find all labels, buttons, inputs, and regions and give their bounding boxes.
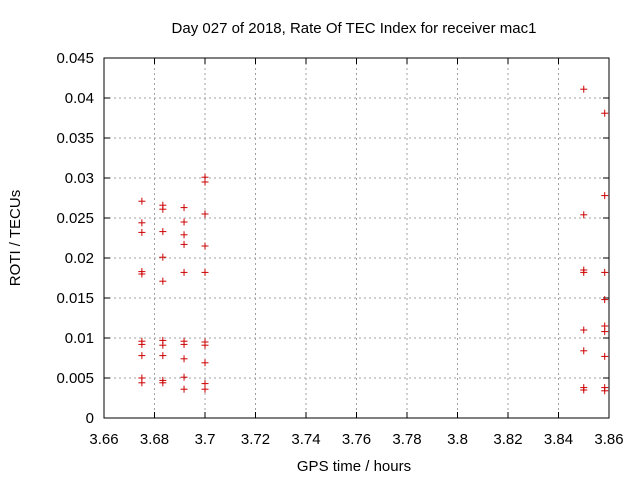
x-tick-labels: 3.66 3.68 3.7 3.72 3.74 3.76 3.78 3.8 3.82 3.84 3.… [89,431,623,448]
x-tick-label: 3.76 [342,431,371,448]
data-point [201,210,209,218]
data-point [138,340,146,348]
y-tick-label: 0.045 [56,50,94,67]
data-point [580,85,588,93]
data-point [180,204,188,212]
data-point [201,359,209,367]
data-point [159,352,167,360]
data-point [580,268,588,276]
data-point [580,347,588,355]
data-point [180,218,188,226]
y-tick-label: 0.04 [65,90,94,107]
data-point [159,341,167,349]
x-tick-label: 3.84 [544,431,573,448]
data-point [601,109,609,117]
x-tick-label: 3.68 [140,431,169,448]
data-point [601,352,609,360]
data-point [138,197,146,205]
data-point [201,242,209,250]
data-point [180,373,188,381]
data-points [138,85,609,395]
data-point [159,277,167,285]
data-point [601,192,609,200]
x-axis-label: GPS time / hours [297,458,411,475]
x-tick-label: 3.8 [447,431,468,448]
axis-ticks [103,57,610,419]
data-point [138,379,146,387]
data-point [580,326,588,334]
x-tick-label: 3.66 [89,431,118,448]
data-point [201,268,209,276]
data-point [159,228,167,236]
x-tick-label: 3.72 [241,431,270,448]
data-point [601,296,609,304]
y-tick-label: 0.035 [56,130,94,147]
y-tick-label: 0.03 [65,170,94,187]
y-tick-label: 0 [86,410,94,427]
y-tick-label: 0.02 [65,250,94,267]
grid-lines [104,58,609,418]
chart-title: Day 027 of 2018, Rate Of TEC Index for r… [172,20,537,37]
data-point [201,341,209,349]
data-point [159,253,167,261]
x-tick-label: 3.78 [392,431,421,448]
data-point [138,352,146,360]
data-point [580,386,588,394]
y-tick-labels: 0 0.005 0.01 0.015 0.02 0.025 0.03 0.035 0.04 0.0… [56,50,94,427]
data-point [138,270,146,278]
data-point [180,240,188,248]
data-point [159,379,167,387]
x-tick-label: 3.86 [594,431,623,448]
data-point [180,231,188,239]
data-point [180,355,188,363]
y-tick-label: 0.01 [65,330,94,347]
data-point [601,268,609,276]
x-tick-label: 3.7 [195,431,216,448]
x-tick-label: 3.74 [291,431,320,448]
data-point [180,385,188,393]
data-point [201,178,209,186]
data-point [180,268,188,276]
data-point [138,228,146,236]
data-point [201,385,209,393]
x-tick-label: 3.82 [493,431,522,448]
data-point [601,328,609,336]
data-point [138,219,146,227]
data-point [159,205,167,213]
data-point [580,211,588,219]
y-axis-label: ROTI / TECUs [7,190,24,286]
data-point [180,340,188,348]
data-point [601,387,609,395]
y-tick-label: 0.015 [56,290,94,307]
y-tick-label: 0.025 [56,210,94,227]
y-tick-label: 0.005 [56,370,94,387]
